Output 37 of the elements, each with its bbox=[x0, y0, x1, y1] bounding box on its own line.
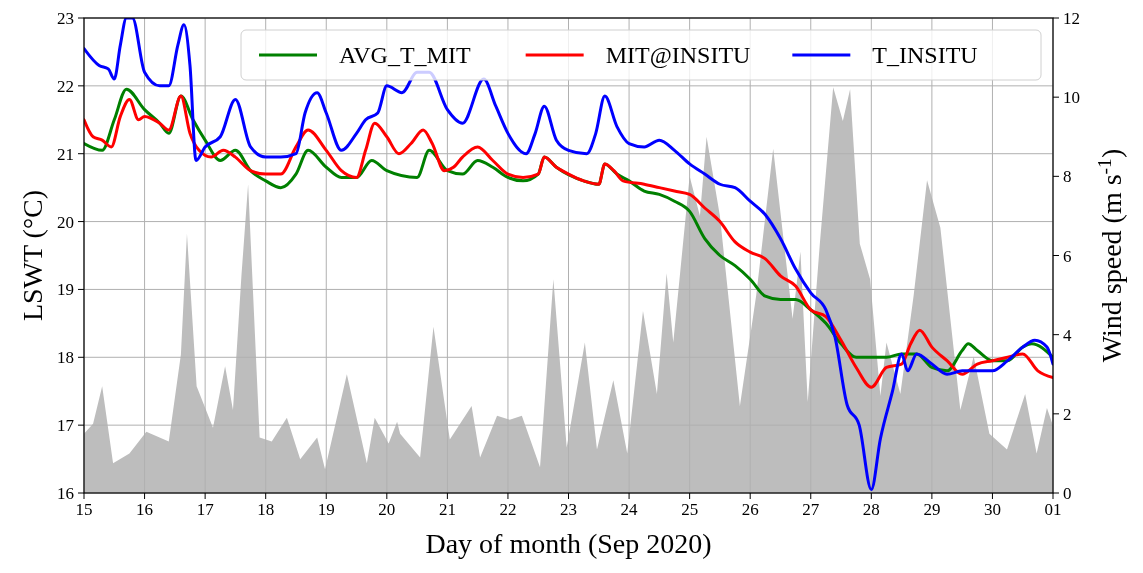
y-tick-label: 18 bbox=[57, 348, 74, 368]
y2-tick-label: 12 bbox=[1063, 9, 1080, 28]
y-axis-title: LSWT (°C) bbox=[17, 189, 48, 322]
x-tick-label: 27 bbox=[802, 500, 820, 519]
x-tick-label: 28 bbox=[862, 500, 880, 519]
x-tick-label: 01 bbox=[1044, 500, 1062, 519]
legend-label: AVG_T_MIT bbox=[339, 42, 471, 68]
y2-tick-label: 6 bbox=[1063, 246, 1072, 266]
y2-tick-label: 4 bbox=[1063, 325, 1072, 345]
y-tick-label: 23 bbox=[57, 9, 74, 28]
x-tick-label: 26 bbox=[741, 500, 759, 519]
x-tick-label: 20 bbox=[378, 500, 396, 519]
x-tick-label: 17 bbox=[196, 500, 215, 519]
y-tick-label: 21 bbox=[57, 144, 74, 164]
x-tick-label: 16 bbox=[136, 500, 154, 519]
x-tick-label: 23 bbox=[560, 500, 577, 519]
x-tick-label: 25 bbox=[681, 500, 699, 519]
y-tick-label: 19 bbox=[57, 280, 74, 300]
x-tick-label: 19 bbox=[317, 500, 335, 519]
x-tick-label: 18 bbox=[257, 500, 275, 519]
x-tick-label: 24 bbox=[620, 500, 639, 519]
y2-tick-label: 10 bbox=[1063, 88, 1080, 108]
x-axis-title: Day of month (Sep 2020) bbox=[425, 528, 712, 559]
x-tick-label: 21 bbox=[438, 500, 456, 519]
y-tick-label: 16 bbox=[57, 484, 74, 503]
y-tick-label: 17 bbox=[57, 416, 75, 436]
x-tick-label: 29 bbox=[923, 500, 941, 519]
y2-tick-label: 0 bbox=[1063, 484, 1072, 503]
legend-label: MIT@INSITU bbox=[605, 42, 751, 68]
x-tick-label: 15 bbox=[75, 500, 93, 519]
y2-tick-label: 8 bbox=[1063, 167, 1072, 187]
y2-tick-label: 2 bbox=[1063, 404, 1072, 424]
y-tick-label: 22 bbox=[57, 76, 74, 96]
x-tick-label: 30 bbox=[983, 500, 1001, 519]
y-tick-label: 20 bbox=[57, 212, 74, 232]
x-tick-label: 22 bbox=[499, 500, 517, 519]
legend-label: T_INSITU bbox=[872, 42, 978, 68]
